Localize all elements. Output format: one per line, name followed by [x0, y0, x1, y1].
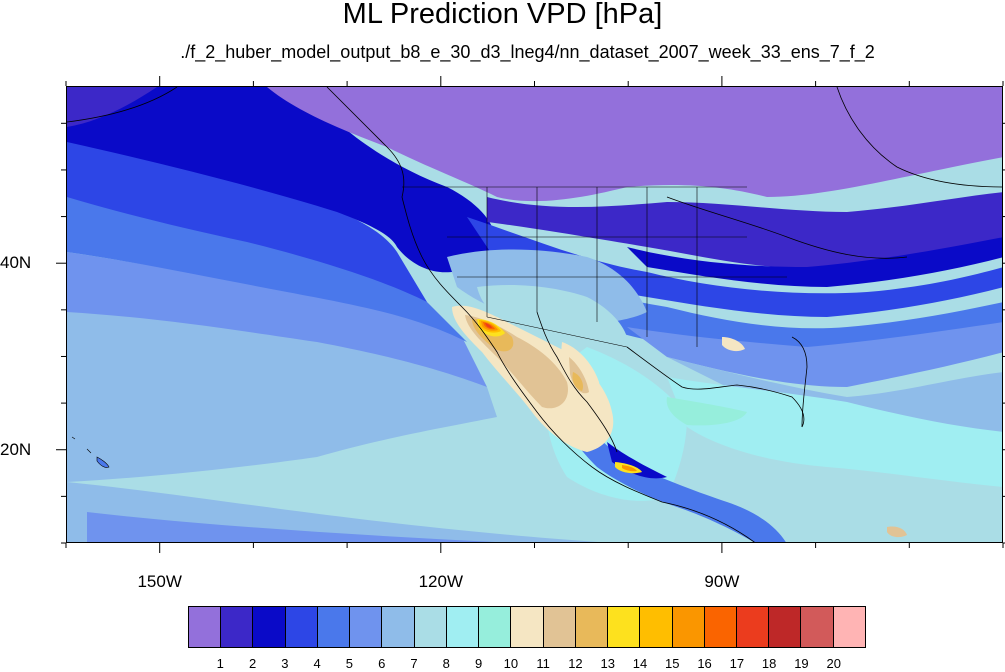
colorbar-level-label: 13: [600, 656, 615, 671]
x-tick-label: 150W: [137, 572, 182, 591]
y-tick-label: 20N: [0, 439, 32, 459]
colorbar-box: [608, 607, 641, 647]
colorbar-box: [221, 607, 254, 647]
x-tick-label: 90W: [704, 572, 740, 591]
colorbar-level-label: 8: [442, 656, 450, 671]
band-8-west: [477, 285, 627, 340]
colorbar-box: [285, 607, 318, 647]
band-5: [67, 192, 467, 342]
colorbar-box: [350, 607, 383, 647]
colorbar-level-label: 2: [248, 656, 257, 671]
band-18: [485, 323, 492, 328]
colorbar: [188, 606, 866, 648]
colorbar-box: [704, 607, 737, 647]
hawaii: [71, 436, 110, 468]
colorbar-box: [543, 607, 576, 647]
colorbar-box: [479, 607, 512, 647]
colorbar-level-label: 12: [568, 656, 583, 671]
colorbar-box: [414, 607, 447, 647]
colorbar-level-label: 4: [313, 656, 321, 671]
coastlines: [67, 87, 1002, 542]
band-2: [67, 87, 157, 127]
band-16-sm: [622, 465, 637, 472]
colorbar-box: [736, 607, 770, 647]
colorbar-level-label: 15: [665, 656, 680, 671]
colorbar-level-label: 14: [632, 656, 648, 671]
colorbar-box: [672, 607, 705, 647]
band-5-mex: [566, 407, 786, 542]
band-4-ne: [467, 217, 1002, 317]
vpd-map: [67, 87, 1002, 542]
colorbar-box: [833, 607, 865, 647]
colorbar-box: [769, 607, 802, 647]
colorbar-box: [575, 607, 609, 647]
y-tick-label: 40N: [0, 253, 32, 273]
band-6-ne: [627, 322, 1002, 387]
band-3: [67, 87, 495, 273]
band-5-low: [87, 512, 496, 542]
colorbar-level-label: 1: [216, 656, 224, 671]
colorbar-level-label: 17: [729, 656, 745, 671]
band-11-se: [722, 337, 745, 352]
band-3-ne: [627, 237, 1002, 287]
colorbar-box: [189, 607, 222, 647]
colorbar-box: [317, 607, 351, 647]
colorbar-level-label: 6: [378, 656, 386, 671]
plot-subtitle: ./f_2_huber_model_output_b8_e_30_d3_lneg…: [180, 42, 875, 62]
colorbar-box: [511, 607, 544, 647]
band-2-ne: [487, 192, 1002, 268]
band-10-gulf: [666, 397, 747, 426]
band-6-mid: [67, 252, 487, 387]
colorbar-level-label: 19: [794, 656, 809, 671]
colorbar-level-label: 11: [536, 656, 550, 671]
map-frame: [66, 86, 1003, 543]
colorbar-box: [446, 607, 480, 647]
colorbar-level-label: 5: [345, 656, 354, 671]
colorbar-level-label: 20: [826, 656, 841, 671]
band-12-e: [569, 357, 589, 394]
band-9-carib: [667, 377, 1002, 487]
plot-title: ML Prediction VPD [hPa]: [342, 0, 663, 30]
colorbar-box: [253, 607, 286, 647]
x-tick-label: 120W: [418, 572, 463, 591]
colorbar-level-label: 9: [474, 656, 483, 671]
colorbar-level-label: 16: [697, 656, 712, 671]
band-12-sca: [887, 526, 907, 538]
state-borders: [402, 186, 787, 348]
colorbar-box: [640, 607, 673, 647]
colorbar-level-label: 10: [503, 656, 519, 671]
colorbar-level-label: 7: [410, 656, 418, 671]
band-1-nw: [267, 87, 1002, 202]
colorbar-level-label: 18: [761, 656, 777, 671]
band-13-e: [572, 372, 583, 391]
colorbar-box: [801, 607, 834, 647]
colorbar-level-label: 3: [281, 656, 289, 671]
colorbar-box: [382, 607, 415, 647]
band-4: [67, 137, 427, 302]
